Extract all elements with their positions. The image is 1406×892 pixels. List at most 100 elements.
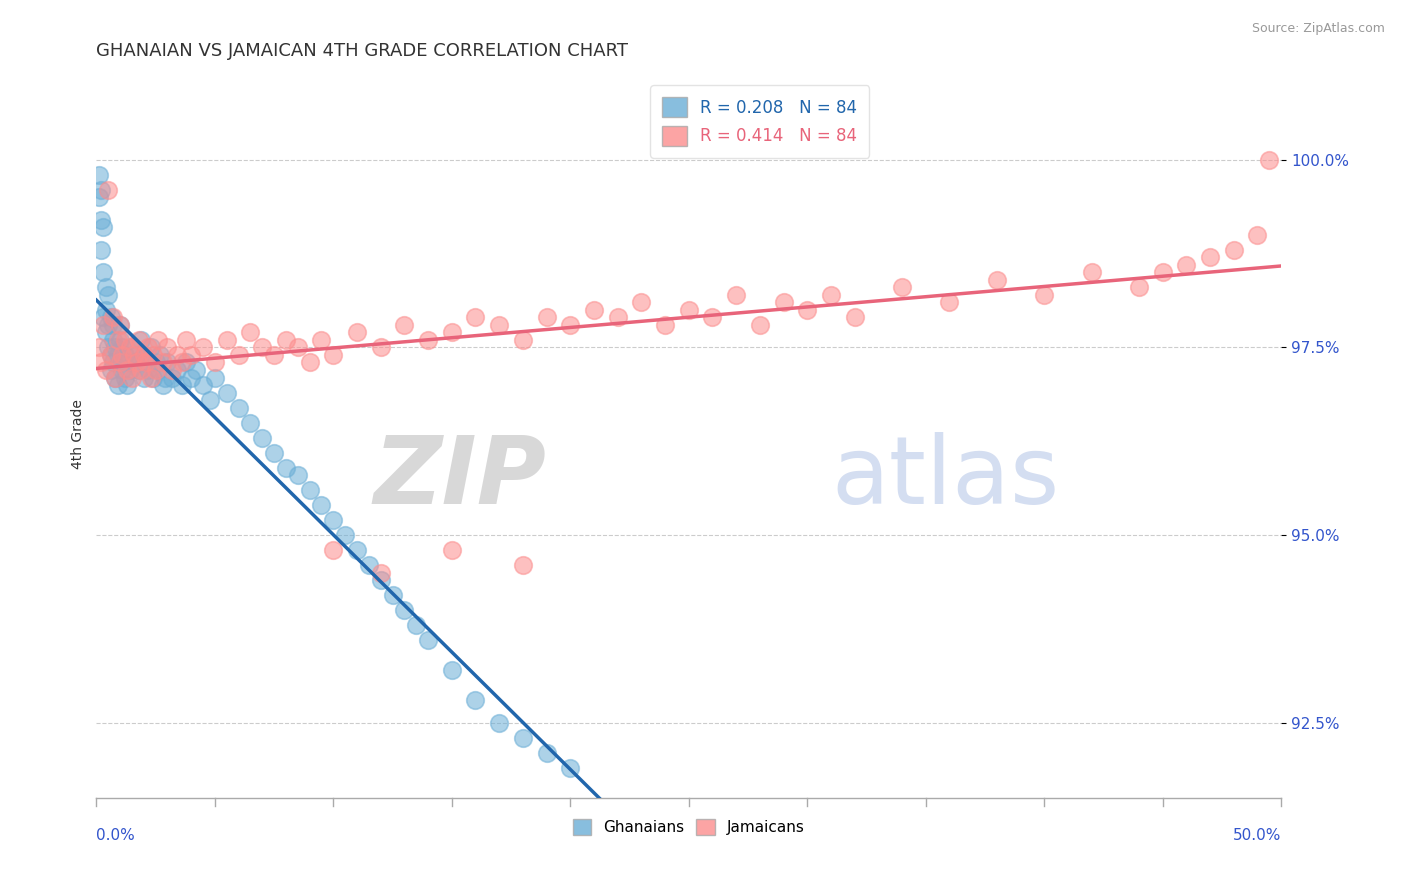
Text: ZIP: ZIP [374, 432, 547, 524]
Point [108, 355, 131, 369]
Point [152, 378, 174, 392]
Point [107, 348, 129, 362]
Point [131, 363, 153, 377]
Point [139, 341, 162, 355]
Point [228, 401, 250, 415]
Point [891, 280, 914, 294]
Point [101, 333, 124, 347]
Point [536, 746, 558, 760]
Point [322, 513, 344, 527]
Point [122, 348, 145, 362]
Point [440, 543, 463, 558]
Point [357, 558, 380, 573]
Point [152, 355, 174, 369]
Point [138, 341, 160, 355]
Point [440, 664, 463, 678]
Point [94, 326, 117, 340]
Point [796, 302, 818, 317]
Point [135, 355, 157, 369]
Point [311, 333, 333, 347]
Point [274, 460, 297, 475]
Point [322, 543, 344, 558]
Point [630, 295, 652, 310]
Text: 0.0%: 0.0% [97, 828, 135, 843]
Point [606, 310, 628, 325]
Point [394, 318, 416, 332]
Point [725, 288, 748, 302]
Point [115, 363, 138, 377]
Point [346, 543, 368, 558]
Point [139, 370, 162, 384]
Point [156, 355, 179, 369]
Point [394, 603, 416, 617]
Point [90, 355, 112, 369]
Point [488, 715, 510, 730]
Point [100, 348, 122, 362]
Point [263, 445, 285, 459]
Point [145, 363, 167, 377]
Y-axis label: 4th Grade: 4th Grade [72, 399, 86, 469]
Point [90, 183, 112, 197]
Point [263, 348, 285, 362]
Point [100, 310, 122, 325]
Point [311, 498, 333, 512]
Point [560, 318, 582, 332]
Point [416, 633, 439, 648]
Point [104, 341, 127, 355]
Point [101, 310, 124, 325]
Point [94, 363, 117, 377]
Point [122, 355, 145, 369]
Point [135, 355, 157, 369]
Point [820, 288, 842, 302]
Point [111, 341, 134, 355]
Point [125, 348, 148, 362]
Point [114, 370, 136, 384]
Point [184, 363, 207, 377]
Point [166, 348, 188, 362]
Point [138, 363, 160, 377]
Point [287, 468, 309, 483]
Point [128, 363, 150, 377]
Point [97, 318, 120, 332]
Point [1152, 265, 1174, 279]
Point [87, 341, 110, 355]
Point [274, 333, 297, 347]
Point [1199, 251, 1222, 265]
Point [132, 348, 155, 362]
Point [250, 431, 273, 445]
Point [100, 363, 122, 377]
Point [1246, 227, 1268, 242]
Point [405, 618, 427, 632]
Point [416, 333, 439, 347]
Point [87, 190, 110, 204]
Point [93, 265, 115, 279]
Point [560, 761, 582, 775]
Point [464, 310, 486, 325]
Point [145, 355, 167, 369]
Point [370, 566, 392, 580]
Point [844, 310, 866, 325]
Point [166, 363, 188, 377]
Point [132, 348, 155, 362]
Point [986, 273, 1008, 287]
Point [146, 333, 169, 347]
Point [101, 355, 124, 369]
Point [1258, 153, 1281, 167]
Point [97, 183, 120, 197]
Point [198, 392, 221, 407]
Point [93, 220, 115, 235]
Point [93, 318, 115, 332]
Point [93, 310, 115, 325]
Text: Source: ZipAtlas.com: Source: ZipAtlas.com [1251, 22, 1385, 36]
Point [100, 348, 122, 362]
Point [132, 370, 155, 384]
Point [114, 348, 136, 362]
Point [142, 370, 165, 384]
Point [512, 731, 534, 745]
Point [346, 326, 368, 340]
Point [239, 326, 262, 340]
Point [108, 318, 131, 332]
Point [488, 318, 510, 332]
Point [440, 326, 463, 340]
Point [149, 348, 172, 362]
